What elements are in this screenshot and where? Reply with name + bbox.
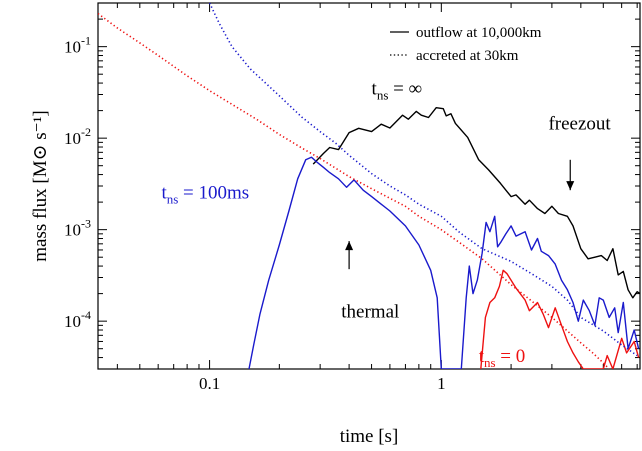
series-blue-outflow bbox=[248, 156, 640, 369]
y-tick-label: 10-1 bbox=[64, 34, 91, 57]
series-layer bbox=[98, 3, 640, 369]
y-tick-label: 10-2 bbox=[64, 125, 91, 148]
annotation-t0: tns = 0 bbox=[479, 346, 526, 370]
x-axis-label: time [s] bbox=[340, 426, 399, 447]
series-black-outflow bbox=[312, 107, 640, 299]
axis-ticks bbox=[98, 3, 640, 370]
annotation-tinf: tns = ∞ bbox=[372, 79, 423, 103]
series-red-accreted bbox=[98, 12, 610, 369]
x-tick-label: 1 bbox=[437, 374, 446, 393]
legend-label-outflow: outflow at 10,000km bbox=[416, 25, 542, 41]
legend: outflow at 10,000km accreted at 30km bbox=[390, 25, 542, 64]
annotations: tns = ∞ tns = 100ms tns = 0 freezout thermal bbox=[161, 79, 611, 370]
annotation-t100: tns = 100ms bbox=[161, 182, 249, 206]
arrow-head-down bbox=[566, 181, 575, 191]
x-tick-label: 0.1 bbox=[199, 374, 220, 393]
series-blue-accreted bbox=[208, 3, 638, 357]
series-red-outflow bbox=[480, 269, 640, 369]
y-tick-label: 10-3 bbox=[64, 217, 91, 240]
y-axis-label: mass flux [M⊙ s⁻¹] bbox=[30, 110, 51, 261]
annotation-thermal: thermal bbox=[341, 301, 399, 322]
legend-label-accreted: accreted at 30km bbox=[416, 48, 519, 64]
y-tick-label: 10-4 bbox=[64, 308, 91, 331]
arrow-head-up bbox=[345, 241, 354, 251]
annotation-arrows bbox=[345, 159, 575, 270]
annotation-freezout: freezout bbox=[548, 113, 611, 134]
